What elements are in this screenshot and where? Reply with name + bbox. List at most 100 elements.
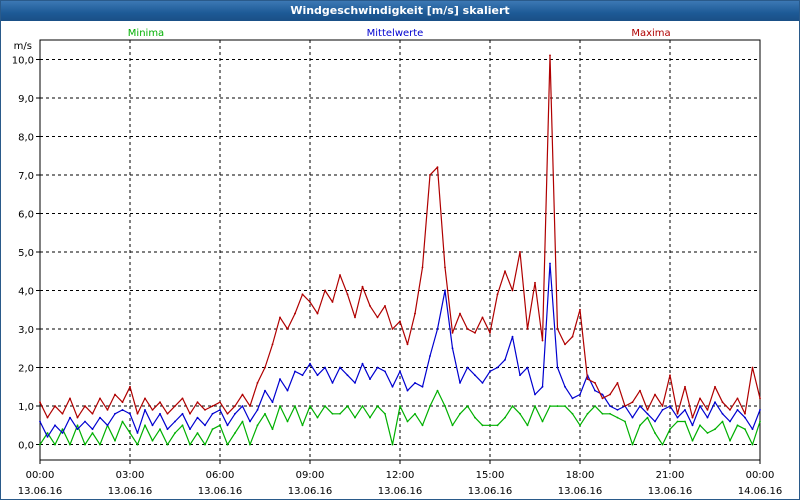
data-point-minima	[541, 420, 544, 423]
data-point-minima	[421, 424, 424, 427]
data-point-maxima	[759, 397, 761, 400]
data-point-maxima	[114, 393, 116, 396]
data-point-minima	[601, 412, 604, 415]
data-point-minima	[54, 443, 56, 446]
data-point-mittelwerte	[54, 424, 56, 427]
data-point-maxima	[189, 412, 191, 415]
data-point-maxima	[594, 382, 596, 384]
data-point-maxima	[286, 328, 289, 330]
data-point-mittelwerte	[541, 385, 544, 388]
data-point-maxima	[586, 378, 589, 380]
data-point-minima	[549, 405, 551, 407]
data-point-mittelwerte	[496, 366, 499, 369]
data-point-mittelwerte	[226, 424, 229, 427]
data-point-mittelwerte	[661, 409, 664, 411]
data-point-minima	[729, 439, 731, 442]
data-point-mittelwerte	[429, 355, 431, 357]
y-tick-label: 10,0	[12, 55, 34, 66]
y-tick-label: 5,0	[18, 248, 34, 259]
data-point-maxima	[549, 54, 551, 57]
data-point-mittelwerte	[466, 366, 469, 369]
data-point-minima	[466, 405, 469, 407]
data-point-mittelwerte	[301, 374, 304, 377]
data-point-maxima	[451, 331, 454, 334]
legend: Minima Mittelwerte Maxima	[128, 28, 671, 39]
data-point-mittelwerte	[369, 378, 371, 380]
axes: 0,0 1,0 2,0 3,0 4,0 5,0 6,0 7,0 8,0 9,0 10,0 00:00 1…	[12, 39, 782, 497]
data-point-maxima	[519, 251, 521, 253]
data-point-maxima	[91, 412, 94, 415]
data-point-minima	[609, 412, 611, 415]
data-point-mittelwerte	[376, 366, 379, 369]
data-point-minima	[639, 424, 641, 427]
data-point-mittelwerte	[271, 401, 274, 404]
x-tick-time-label: 06:00	[206, 470, 235, 481]
data-point-minima	[46, 432, 49, 434]
data-point-maxima	[579, 308, 581, 311]
data-point-maxima	[676, 412, 679, 415]
data-point-minima	[241, 420, 244, 423]
data-point-mittelwerte	[219, 409, 221, 411]
chart-title: Windgeschwindigkeit [m/s] skaliert	[1, 1, 799, 21]
data-point-mittelwerte	[534, 393, 536, 396]
data-point-maxima	[174, 405, 176, 407]
data-point-maxima	[714, 385, 716, 388]
data-point-maxima	[226, 412, 229, 415]
data-point-minima	[669, 428, 671, 431]
data-point-minima	[624, 420, 626, 423]
data-point-mittelwerte	[144, 409, 146, 411]
data-point-maxima	[474, 331, 476, 334]
data-point-minima	[399, 405, 401, 407]
data-point-maxima	[204, 409, 206, 411]
data-point-minima	[204, 443, 206, 446]
data-point-mittelwerte	[121, 409, 124, 411]
data-point-minima	[166, 443, 169, 446]
y-tick-label: 3,0	[18, 325, 34, 336]
data-point-maxima	[346, 293, 349, 296]
data-point-minima	[279, 405, 281, 407]
data-point-mittelwerte	[601, 393, 604, 396]
data-point-minima	[504, 416, 506, 419]
data-point-minima	[226, 443, 229, 446]
y-axis-label: m/s	[14, 41, 32, 52]
y-tick-label: 1,0	[18, 402, 34, 413]
data-point-maxima	[489, 331, 491, 334]
y-tick-label: 0,0	[18, 441, 34, 452]
data-point-mittelwerte	[294, 370, 296, 373]
data-point-maxima	[99, 397, 101, 400]
data-point-minima	[376, 405, 379, 407]
data-point-mittelwerte	[354, 382, 356, 384]
data-point-minima	[519, 412, 521, 415]
data-point-maxima	[744, 412, 746, 415]
data-point-minima	[189, 443, 191, 446]
data-point-minima	[481, 424, 484, 427]
data-point-maxima	[69, 397, 71, 400]
data-point-mittelwerte	[204, 424, 206, 427]
data-point-minima	[354, 416, 356, 419]
data-point-maxima	[534, 281, 536, 284]
data-point-maxima	[691, 416, 694, 419]
data-point-minima	[361, 405, 364, 407]
data-point-mittelwerte	[234, 412, 236, 415]
data-point-mittelwerte	[706, 416, 709, 419]
data-point-minima	[144, 424, 146, 427]
data-point-maxima	[159, 401, 161, 404]
x-tick-time-label: 15:00	[476, 470, 505, 481]
data-point-mittelwerte	[129, 412, 131, 415]
data-point-maxima	[324, 289, 326, 292]
data-point-minima	[294, 405, 296, 407]
data-point-mittelwerte	[61, 432, 64, 434]
data-point-mittelwerte	[384, 370, 386, 373]
data-point-minima	[534, 405, 536, 407]
data-point-minima	[391, 443, 394, 446]
data-point-maxima	[391, 328, 394, 330]
data-point-mittelwerte	[526, 366, 529, 369]
data-point-mittelwerte	[519, 374, 521, 377]
data-point-mittelwerte	[549, 262, 551, 265]
x-tick-date-label: 13.06.16	[558, 486, 603, 497]
data-point-minima	[444, 405, 446, 407]
data-point-mittelwerte	[721, 412, 724, 415]
data-point-maxima	[466, 328, 469, 330]
data-point-mittelwerte	[729, 420, 731, 423]
x-tick-date-label: 13.06.16	[468, 486, 513, 497]
